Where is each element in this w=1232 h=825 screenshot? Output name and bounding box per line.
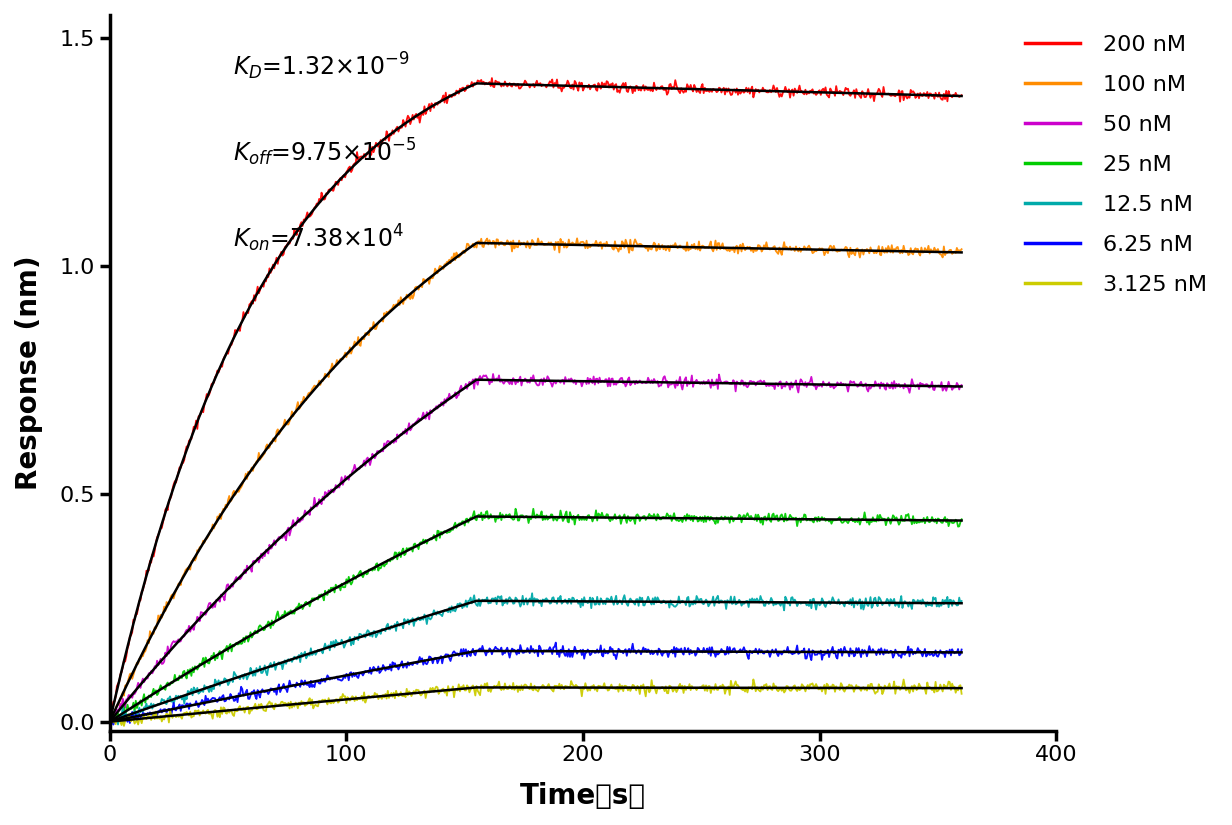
Text: $K_{off}$=9.75×10$^{-5}$: $K_{off}$=9.75×10$^{-5}$ [233, 137, 416, 168]
Text: $K_{on}$=7.38×10$^{4}$: $K_{on}$=7.38×10$^{4}$ [233, 223, 404, 254]
Y-axis label: Response (nm): Response (nm) [15, 256, 43, 490]
X-axis label: Time（s）: Time（s） [520, 782, 646, 810]
Legend: 200 nM, 100 nM, 50 nM, 25 nM, 12.5 nM, 6.25 nM, 3.125 nM: 200 nM, 100 nM, 50 nM, 25 nM, 12.5 nM, 6… [1016, 26, 1216, 304]
Text: $K_D$=1.32×10$^{-9}$: $K_D$=1.32×10$^{-9}$ [233, 51, 409, 82]
